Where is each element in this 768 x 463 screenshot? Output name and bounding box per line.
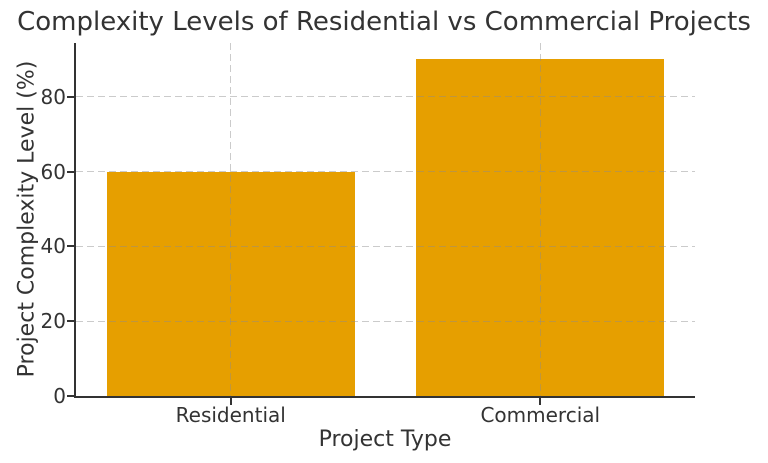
chart-title: Complexity Levels of Residential vs Comm…	[17, 7, 751, 37]
y-tick-label-20: 20	[40, 309, 66, 334]
x-axis-label: Project Type	[318, 427, 452, 452]
bottom-spine	[74, 396, 695, 398]
gridline-y-20	[76, 320, 695, 323]
gridline-y-80	[76, 96, 695, 99]
x-tick-label-commercial: Commercial	[480, 403, 601, 427]
x-tick-mark-residential	[229, 398, 232, 405]
gridline-y-40	[76, 245, 695, 248]
gridline-y-60	[76, 170, 695, 173]
y-tick-mark-60	[67, 170, 74, 173]
bar-residential	[106, 171, 355, 396]
x-tick-label-residential: Residential	[175, 403, 286, 427]
y-tick-mark-20	[67, 320, 74, 323]
gridline-x-commercial	[539, 43, 542, 396]
y-tick-label-80: 80	[40, 84, 66, 109]
gridline-x-residential	[230, 43, 233, 396]
y-tick-mark-0	[67, 395, 74, 397]
plot-area	[76, 43, 695, 396]
left-spine	[74, 43, 76, 398]
y-tick-mark-40	[67, 245, 74, 248]
y-tick-label-40: 40	[40, 234, 66, 259]
y-tick-label-0: 0	[53, 384, 66, 408]
y-tick-mark-80	[67, 95, 74, 98]
y-tick-label-60: 60	[40, 159, 66, 184]
x-tick-mark-commercial	[539, 398, 542, 405]
bar-commercial	[416, 59, 665, 396]
